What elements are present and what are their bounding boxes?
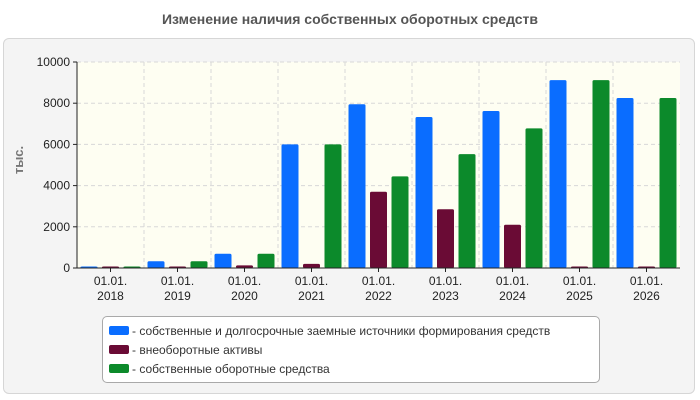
legend-swatch xyxy=(109,345,129,354)
bar xyxy=(281,144,299,268)
bar xyxy=(147,261,165,268)
x-tick-label: 2026 xyxy=(633,289,660,303)
x-tick-label: 2024 xyxy=(499,289,526,303)
bar xyxy=(616,98,634,268)
x-tick-label: 01.01. xyxy=(429,274,462,288)
y-tick-label: 2000 xyxy=(43,220,70,234)
y-tick-labels: 0 2000 4000 6000 8000 10000 xyxy=(37,55,77,275)
bar xyxy=(190,261,208,268)
grid xyxy=(77,61,680,268)
bar xyxy=(504,224,521,268)
x-tick-labels: 01.01.201801.01.201901.01.202001.01.2021… xyxy=(94,268,663,303)
bar xyxy=(659,98,677,268)
bar xyxy=(458,154,476,268)
x-tick-label: 2023 xyxy=(432,289,459,303)
bar xyxy=(549,80,567,269)
legend-label: - собственные и долгосрочные заемные ист… xyxy=(132,323,551,338)
x-tick-label: 01.01. xyxy=(563,274,596,288)
chart-title: Изменение наличия собственных оборотных … xyxy=(161,11,539,27)
bar xyxy=(415,117,433,268)
x-tick-label: 2022 xyxy=(365,289,392,303)
legend-label: - собственные оборотные средства xyxy=(132,361,330,376)
x-tick-label: 2020 xyxy=(231,289,258,303)
legend-item: - собственные оборотные средства xyxy=(103,359,599,378)
y-tick-label: 6000 xyxy=(43,137,70,151)
legend-swatch xyxy=(109,364,129,373)
bar xyxy=(257,253,275,268)
y-tick-label: 4000 xyxy=(43,179,70,193)
x-tick-label: 2018 xyxy=(97,289,124,303)
bar xyxy=(236,265,253,268)
bar xyxy=(214,253,232,268)
x-tick-label: 01.01. xyxy=(161,274,194,288)
bar xyxy=(348,104,366,268)
y-tick-label: 0 xyxy=(63,261,70,275)
legend-item: - внеоборотные активы xyxy=(103,340,599,359)
y-axis-label: тыс. xyxy=(11,146,26,174)
x-tick-label: 01.01. xyxy=(630,274,663,288)
y-tick-label: 10000 xyxy=(37,55,71,69)
y-tick-label: 8000 xyxy=(43,96,70,110)
bar xyxy=(324,144,342,268)
x-tick-label: 01.01. xyxy=(94,274,127,288)
x-tick-label: 2025 xyxy=(566,289,593,303)
bar xyxy=(437,209,454,268)
x-tick-label: 01.01. xyxy=(295,274,328,288)
legend-swatch xyxy=(109,326,129,335)
x-tick-label: 2019 xyxy=(164,289,191,303)
legend-item: - собственные и долгосрочные заемные ист… xyxy=(103,321,599,340)
bar xyxy=(592,80,610,269)
bar xyxy=(370,191,387,268)
x-tick-label: 01.01. xyxy=(228,274,261,288)
legend-label: - внеоборотные активы xyxy=(132,342,263,357)
legend: - собственные и долгосрочные заемные ист… xyxy=(102,316,600,383)
x-tick-label: 01.01. xyxy=(362,274,395,288)
x-tick-label: 2021 xyxy=(298,289,325,303)
bar xyxy=(482,111,500,268)
x-tick-label: 01.01. xyxy=(496,274,529,288)
bar xyxy=(391,176,409,268)
bar xyxy=(303,263,320,268)
bar xyxy=(525,128,543,268)
bars xyxy=(80,80,677,269)
